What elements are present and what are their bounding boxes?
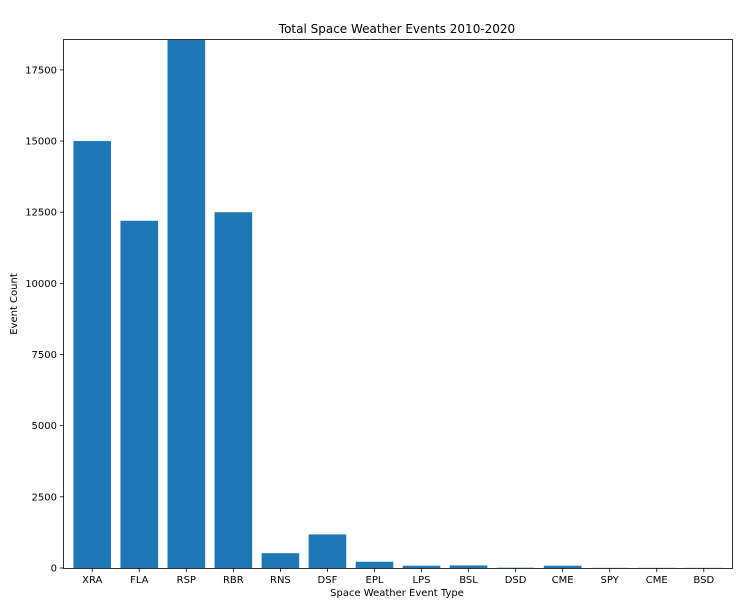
x-tick-label: SPY (601, 575, 620, 586)
bar-cme-10 (543, 565, 582, 568)
chart-title: Total Space Weather Events 2010-2020 (278, 22, 515, 36)
x-tick-label: RNS (270, 575, 291, 586)
x-tick-label: XRA (82, 575, 102, 586)
y-axis-ticks: 0 2500 5000 7500 10000 12500 15000 17500 (25, 65, 64, 575)
bars-group (73, 40, 723, 569)
bar-dsf-5 (308, 534, 347, 568)
x-tick-label: RBR (223, 575, 244, 586)
y-tick-label: 7500 (32, 350, 57, 361)
x-axis-label: Space Weather Event Type (330, 588, 464, 599)
bar-fla-1 (120, 220, 159, 569)
y-axis-label: Event Count (9, 273, 20, 335)
y-tick-label: 5000 (32, 421, 57, 432)
x-tick-label: LPS (413, 575, 431, 586)
x-tick-label: BSL (459, 575, 478, 586)
x-tick-label: DSF (318, 575, 338, 586)
x-tick-label: CME (552, 575, 574, 586)
bar-bsl-8 (449, 565, 488, 568)
x-tick-label: FLA (130, 575, 149, 586)
plot-area-frame (63, 39, 733, 569)
x-tick-label: EPL (366, 575, 384, 586)
bar-rsp-2 (167, 40, 206, 568)
bar-epl-6 (355, 561, 394, 568)
bar-rns-4 (261, 553, 300, 568)
x-tick-label: DSD (505, 575, 527, 586)
x-tick-label: RSP (177, 575, 196, 586)
y-tick-label: 15000 (25, 137, 57, 148)
y-tick-label: 10000 (25, 279, 57, 290)
y-tick-label: 2500 (32, 492, 57, 503)
bar-lps-7 (402, 565, 441, 568)
bar-xra-0 (73, 141, 112, 569)
y-tick-label: 0 (51, 564, 57, 575)
y-tick-label: 12500 (25, 208, 57, 219)
bar-rbr-3 (214, 212, 253, 568)
x-tick-label: CME (646, 575, 668, 586)
x-tick-label: BSD (693, 575, 714, 586)
y-tick-label: 17500 (25, 65, 57, 76)
x-axis-ticks: XRA FLA RSP RBR RNS DSF EPL LPS BSL DSD CME SPY CME B… (82, 568, 714, 586)
